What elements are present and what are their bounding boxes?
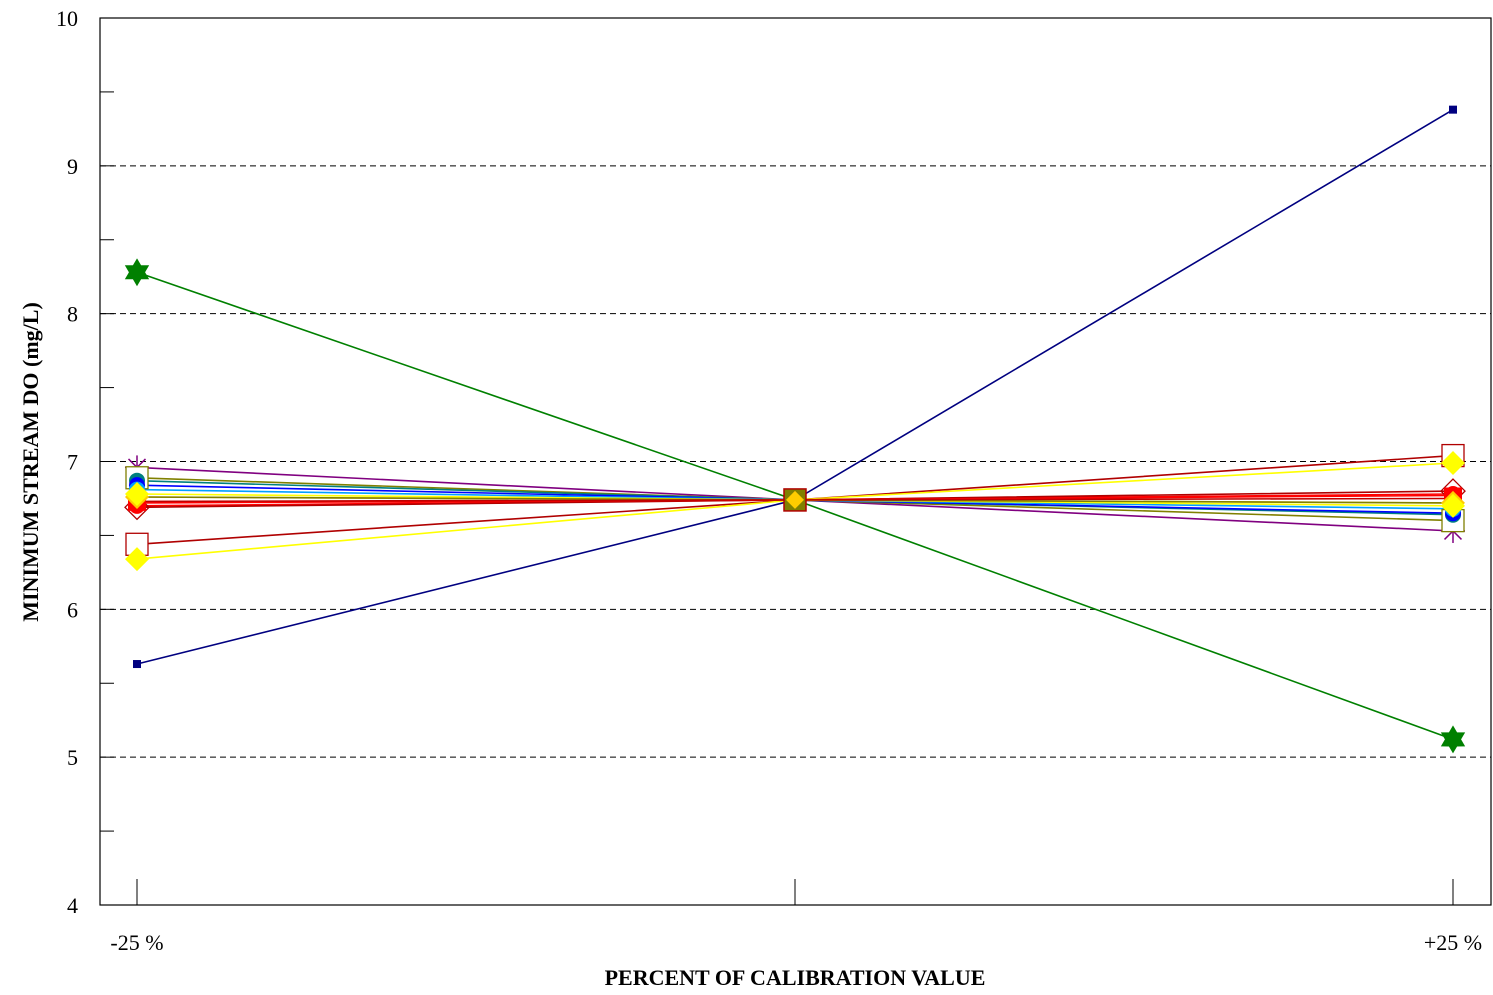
y-tick-label: 8	[67, 302, 78, 327]
data-series	[136, 109, 1454, 665]
gridlines	[100, 165, 1491, 758]
series-group	[124, 105, 1466, 754]
data-point	[1449, 105, 1457, 114]
data-point	[1441, 450, 1465, 475]
data-point	[125, 482, 149, 507]
y-tick-label: 6	[67, 597, 78, 622]
series-markers	[125, 450, 1465, 572]
y-tick-label: 10	[56, 6, 78, 31]
data-point	[125, 547, 149, 572]
y-tick-label: 4	[67, 893, 78, 918]
x-axis-title: PERCENT OF CALIBRATION VALUE	[605, 965, 986, 990]
x-tick-label: +25 %	[1424, 930, 1482, 955]
series-markers	[133, 105, 1457, 669]
y-axis: 4 5 6 7 8 9 10	[56, 6, 114, 918]
data-point	[1440, 725, 1466, 754]
data-point	[1441, 493, 1465, 518]
series-markers	[125, 482, 1465, 518]
data-point	[133, 660, 141, 669]
data-point	[124, 258, 150, 287]
center-marker-group	[783, 488, 807, 512]
y-axis-title: MINIMUM STREAM DO (mg/L)	[18, 302, 43, 622]
center-point-inner	[786, 490, 804, 509]
y-tick-label: 9	[67, 154, 78, 179]
y-tick-label: 5	[67, 745, 78, 770]
x-axis: -25 % +25 %	[110, 879, 1482, 955]
series-markers	[124, 258, 1466, 754]
x-tick-label: -25 %	[110, 930, 163, 955]
y-tick-label: 7	[67, 450, 78, 475]
series-line	[136, 109, 1454, 665]
